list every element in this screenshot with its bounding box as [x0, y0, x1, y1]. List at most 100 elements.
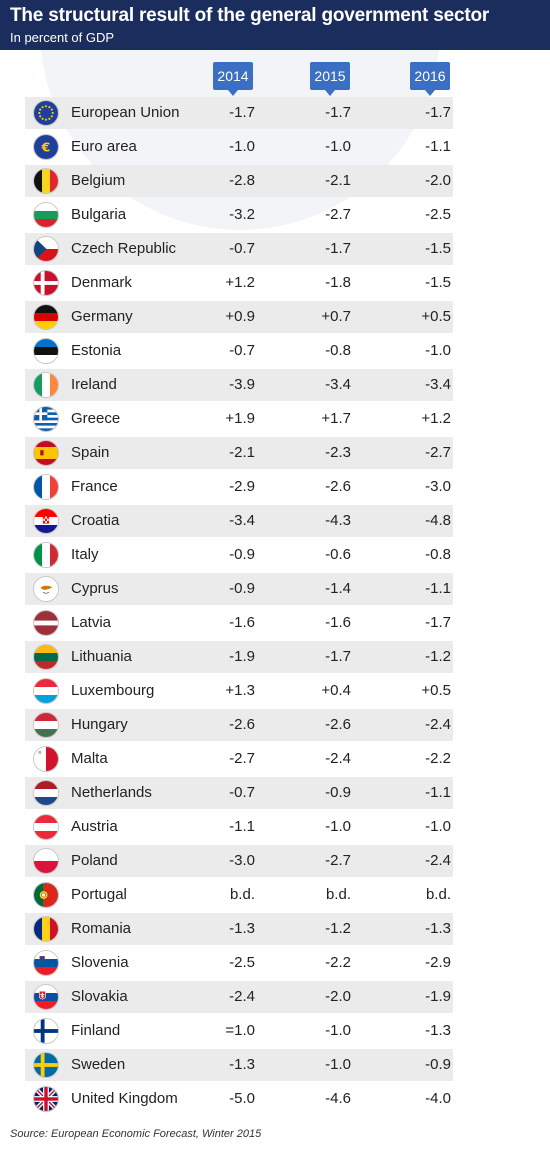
euro-icon: € — [33, 134, 59, 160]
table-row: Portugal b.d. b.d. b.d. — [25, 879, 453, 911]
country-name: Euro area — [71, 138, 137, 155]
table-row: France -2.9 -2.6 -3.0 — [25, 471, 453, 503]
value-2015: -2.7 — [325, 852, 351, 869]
table-row: Slovenia -2.5 -2.2 -2.9 — [25, 947, 453, 979]
value-2016: b.d. — [425, 886, 451, 903]
value-2016: -2.0 — [425, 172, 451, 189]
country-name: Portugal — [71, 886, 127, 903]
value-2016: -1.7 — [425, 614, 451, 631]
table-row: Slovakia -2.4 -2.0 -1.9 — [25, 981, 453, 1013]
netherlands-flag-icon — [33, 780, 59, 806]
country-name: Austria — [71, 818, 118, 835]
bulgaria-flag-icon — [33, 202, 59, 228]
value-2014: +0.9 — [225, 308, 255, 325]
country-name: Malta — [71, 750, 108, 767]
value-2014: +1.3 — [225, 682, 255, 699]
chart-title: The structural result of the general gov… — [10, 5, 490, 26]
value-2015: -0.6 — [325, 546, 351, 563]
value-2015: -1.0 — [325, 1022, 351, 1039]
finland-flag-icon — [33, 1018, 59, 1044]
table-row: Spain -2.1 -2.3 -2.7 — [25, 437, 453, 469]
table-row: Latvia -1.6 -1.6 -1.7 — [25, 607, 453, 639]
country-name: Finland — [71, 1022, 121, 1039]
country-name: Sweden — [71, 1056, 126, 1073]
country-name: Czech Republic — [71, 240, 177, 257]
column-header-2016: 2016 — [410, 62, 450, 96]
table-row: Cyprus -0.9 -1.4 -1.1 — [25, 573, 453, 605]
country-name: Romania — [71, 920, 132, 937]
value-2015: -1.6 — [325, 614, 351, 631]
value-2016: -3.0 — [425, 478, 451, 495]
country-name: Ireland — [71, 376, 117, 393]
source-note: Source: European Economic Forecast, Wint… — [10, 1128, 262, 1140]
value-2014: -1.3 — [229, 1056, 255, 1073]
table-row: Greece +1.9 +1.7 +1.2 — [25, 403, 453, 435]
value-2015: -2.1 — [325, 172, 351, 189]
chart-subtitle: In percent of GDP — [10, 30, 115, 45]
country-name: France — [71, 478, 118, 495]
value-2015: -1.0 — [325, 1056, 351, 1073]
table-row: Belgium -2.8 -2.1 -2.0 — [25, 165, 453, 197]
value-2014: +1.2 — [225, 274, 255, 291]
country-name: United Kingdom — [71, 1090, 178, 1107]
value-2016: -1.1 — [425, 580, 451, 597]
value-2015: -1.7 — [325, 648, 351, 665]
latvia-flag-icon — [33, 610, 59, 636]
value-2015: -2.6 — [325, 716, 351, 733]
value-2014: -1.1 — [229, 818, 255, 835]
germany-flag-icon — [33, 304, 59, 330]
value-2016: +0.5 — [421, 308, 451, 325]
value-2014: b.d. — [229, 886, 255, 903]
value-2016: -1.5 — [425, 274, 451, 291]
value-2014: -1.3 — [229, 920, 255, 937]
value-2016: -2.7 — [425, 444, 451, 461]
value-2014: -0.7 — [229, 240, 255, 257]
value-2015: +0.4 — [321, 682, 351, 699]
value-2014: -0.7 — [229, 342, 255, 359]
ireland-flag-icon — [33, 372, 59, 398]
country-name: Cyprus — [71, 580, 119, 597]
value-2015: -1.7 — [325, 104, 351, 121]
table-row: Sweden -1.3 -1.0 -0.9 — [25, 1049, 453, 1081]
value-2015: -4.3 — [325, 512, 351, 529]
value-2016: -1.2 — [425, 648, 451, 665]
country-name: Greece — [71, 410, 121, 427]
country-name: European Union — [71, 104, 180, 121]
table-row: Germany +0.9 +0.7 +0.5 — [25, 301, 453, 333]
country-name: Netherlands — [71, 784, 152, 801]
chart-header: The structural result of the general gov… — [0, 0, 550, 50]
table-row: European Union -1.7 -1.7 -1.7 — [25, 97, 453, 129]
value-2014: +1.9 — [225, 410, 255, 427]
value-2014: -1.7 — [229, 104, 255, 121]
table-row: Luxembourg +1.3 +0.4 +0.5 — [25, 675, 453, 707]
table-row: Lithuania -1.9 -1.7 -1.2 — [25, 641, 453, 673]
value-2015: -2.2 — [325, 954, 351, 971]
value-2016: -1.5 — [425, 240, 451, 257]
value-2014: -2.5 — [229, 954, 255, 971]
slovenia-flag-icon — [33, 950, 59, 976]
value-2016: -1.0 — [425, 818, 451, 835]
value-2015: -1.8 — [325, 274, 351, 291]
value-2016: -2.4 — [425, 716, 451, 733]
uk-flag-icon — [33, 1086, 59, 1112]
value-2016: -1.7 — [425, 104, 451, 121]
table-row: Hungary -2.6 -2.6 -2.4 — [25, 709, 453, 741]
table-row: Austria -1.1 -1.0 -1.0 — [25, 811, 453, 843]
country-name: Hungary — [71, 716, 128, 733]
value-2015: -3.4 — [325, 376, 351, 393]
spain-flag-icon — [33, 440, 59, 466]
table-row: Netherlands -0.7 -0.9 -1.1 — [25, 777, 453, 809]
cyprus-flag-icon — [33, 576, 59, 602]
value-2015: -4.6 — [325, 1090, 351, 1107]
value-2014: -2.6 — [229, 716, 255, 733]
country-name: Luxembourg — [71, 682, 155, 699]
country-name: Spain — [71, 444, 110, 461]
value-2015: -2.6 — [325, 478, 351, 495]
poland-flag-icon — [33, 848, 59, 874]
value-2014: -2.8 — [229, 172, 255, 189]
value-2015: -0.9 — [325, 784, 351, 801]
estonia-flag-icon — [33, 338, 59, 364]
value-2016: -4.0 — [425, 1090, 451, 1107]
table-row: Ireland -3.9 -3.4 -3.4 — [25, 369, 453, 401]
value-2014: -0.9 — [229, 546, 255, 563]
